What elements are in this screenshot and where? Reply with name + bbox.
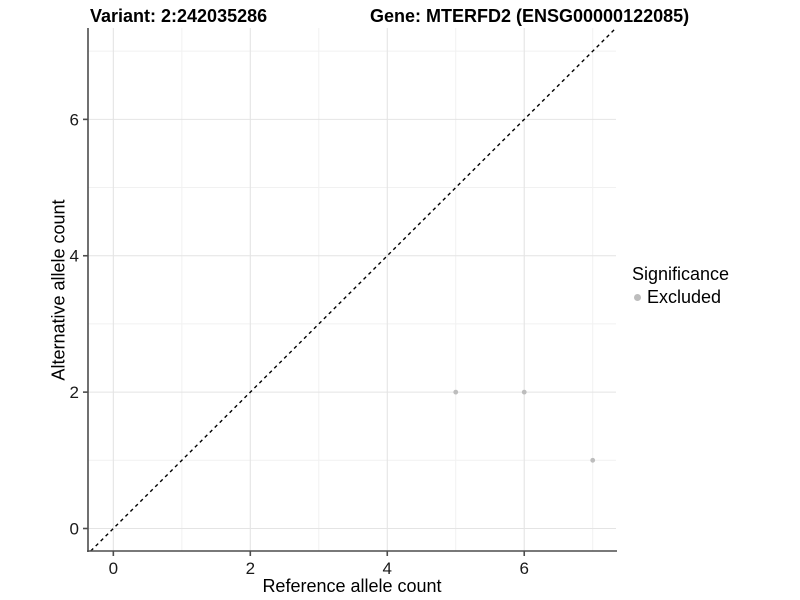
- y-axis-title: Alternative allele count: [48, 199, 69, 381]
- legend-title: Significance: [632, 264, 730, 284]
- x-tick-label: 4: [383, 559, 392, 578]
- y-tick-label: 0: [70, 519, 79, 538]
- identity-reference-line: [90, 27, 617, 552]
- x-tick-label: 0: [109, 559, 118, 578]
- gene-title: Gene: MTERFD2 (ENSG00000122085): [370, 6, 690, 26]
- legend: Significance Excluded: [632, 262, 729, 308]
- y-tick-label: 4: [70, 247, 79, 266]
- x-tick-label: 2: [246, 559, 255, 578]
- x-tick-label: 6: [519, 559, 528, 578]
- data-point: [521, 389, 527, 395]
- legend-entry-label: Excluded: [647, 287, 722, 307]
- legend-point-swatch: [634, 293, 641, 301]
- data-point: [453, 389, 459, 395]
- variant-title: Variant: 2:242035286: [90, 6, 268, 26]
- x-axis-title: Reference allele count: [262, 576, 442, 596]
- y-tick-label: 6: [70, 110, 79, 129]
- legend-entry-excluded: Excluded: [632, 286, 729, 308]
- data-point: [590, 457, 596, 463]
- y-tick-label: 2: [70, 383, 79, 402]
